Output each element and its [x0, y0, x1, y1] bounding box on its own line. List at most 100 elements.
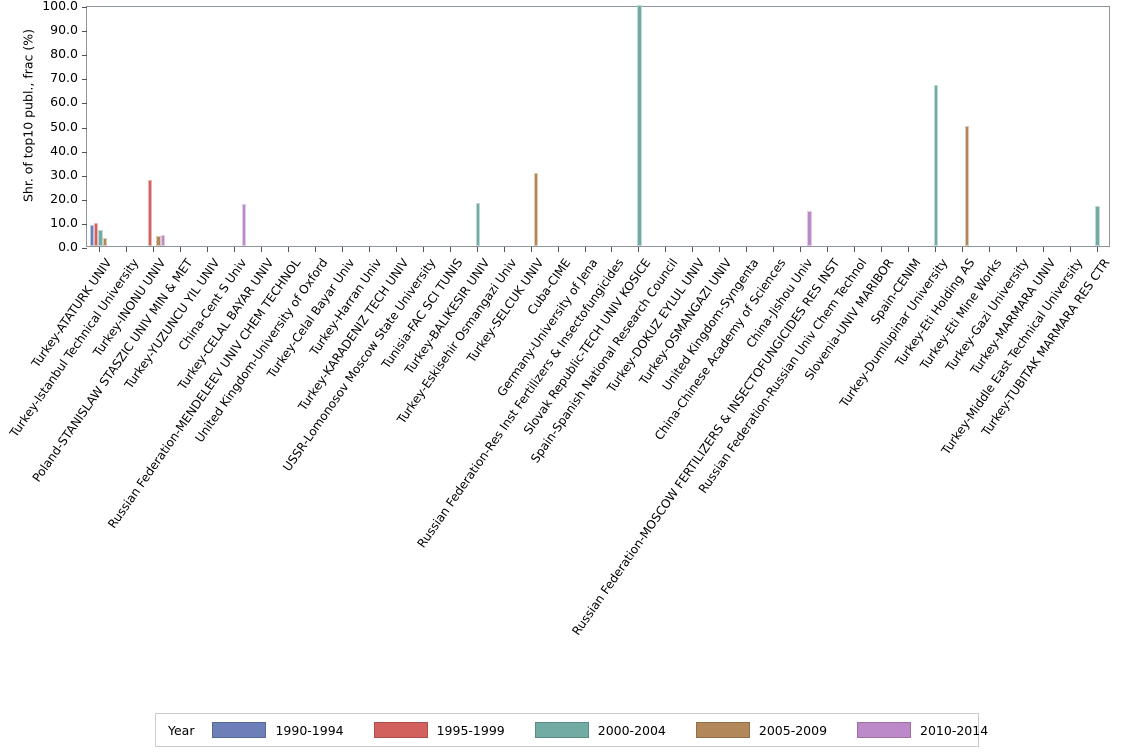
legend-label: 2005-2009 [758, 722, 828, 738]
legend-label: 1990-1994 [275, 722, 344, 738]
legend-item[interactable]: 2010-2014 [857, 722, 988, 738]
bar-series-container [87, 5, 1109, 246]
bar [637, 5, 642, 246]
legend-item[interactable]: 2005-2009 [695, 722, 828, 738]
legend-swatch [373, 722, 428, 738]
x-tick [800, 247, 802, 252]
x-tick-label-text: Turkey-BALIKESIR UNIV [401, 256, 493, 377]
y-tick-label: 100.0 [42, 0, 78, 13]
y-tick-label: 50.0 [50, 118, 78, 134]
bar [933, 84, 938, 246]
x-tick [746, 247, 748, 252]
x-tick-label-text: Slovak Republic-TECH UNIV KOSICE [521, 256, 654, 438]
x-tick-label-text: Slovenia-UNIV MARIBOR [801, 256, 897, 383]
x-tick-label-text: USSR-Lomonosov Moscow State University [279, 256, 439, 474]
x-tick [880, 247, 882, 252]
x-tick [1069, 247, 1071, 252]
x-tick-label-text: Turkey-Istanbul Technical University [7, 256, 142, 440]
y-tick-label: 0.0 [58, 239, 78, 254]
x-axis-ticks [86, 247, 1110, 255]
bar [156, 236, 161, 246]
x-tick [827, 247, 829, 252]
x-tick [584, 247, 586, 252]
bar [533, 172, 538, 246]
x-tick-label-text: Turkey-SELCUK UNIV [463, 256, 547, 366]
bar [98, 230, 103, 246]
x-tick [557, 247, 559, 252]
y-tick-line [82, 151, 87, 153]
x-tick [611, 247, 613, 252]
bar [475, 202, 480, 246]
x-tick [261, 247, 263, 252]
x-tick [342, 247, 343, 252]
legend-label: 2010-2014 [920, 722, 989, 738]
y-tick-line [82, 103, 87, 105]
y-tick-line [82, 31, 87, 33]
x-tick [907, 247, 909, 252]
x-tick-label-text: Poland-STANISLAW STASZIC UNIV MIN & MET [29, 256, 196, 485]
x-tick-label-text: Russian Federation-MOSCOW FERTILIZERS & … [569, 256, 843, 638]
y-tick-line [82, 55, 87, 57]
y-tick-line [82, 199, 87, 201]
x-tick [1096, 247, 1098, 252]
y-tick-line [82, 248, 87, 249]
x-tick [638, 247, 640, 252]
x-tick [180, 247, 182, 252]
y-tick-label: 80.0 [50, 46, 78, 62]
x-tick-label-text: Turkey-Dumlupinar University [836, 256, 951, 410]
x-tick [854, 247, 855, 252]
x-tick-label-text: Turkey-Celal Bayar Univ [264, 256, 358, 381]
x-tick [503, 247, 505, 252]
x-tick-label-text: Turkey-ATATURK UNIV [29, 256, 115, 371]
x-tick [395, 247, 397, 252]
x-tick [692, 247, 694, 252]
x-tick-label-text: Tunisia-FAC SCI TUNIS [378, 256, 466, 372]
x-tick-label-text: Turkey-CELAL BAYAR UNIV [175, 256, 277, 393]
legend-label: 2000-2004 [597, 722, 666, 738]
legend-label: 1995-1999 [436, 722, 505, 738]
x-tick-label-text: Turkey-YUZUNCU YIL UNIV [122, 256, 223, 392]
legend-item[interactable]: 2000-2004 [534, 722, 666, 738]
x-tick [234, 247, 236, 252]
legend-item[interactable]: 1990-1994 [212, 722, 344, 738]
x-tick [1015, 247, 1017, 252]
x-tick-label-text: United Kingdom-University of Oxford [192, 256, 331, 445]
x-tick [719, 247, 721, 252]
bar [964, 125, 970, 246]
bar [807, 210, 812, 246]
legend-title: Year [168, 722, 195, 738]
x-tick-label-text: Russian Federation-MENDELEEV UNIV CHEM T… [105, 256, 304, 531]
bar [94, 222, 99, 246]
y-tick-label: 60.0 [50, 94, 78, 110]
x-tick-label-text: Turkey-Eskisehir Osmangazi Univ [393, 256, 520, 427]
bar [148, 180, 153, 246]
y-tick-line [82, 223, 87, 225]
y-tick-line [82, 7, 87, 8]
legend-item[interactable]: 1995-1999 [373, 722, 505, 738]
x-tick-label-text: Turkey-Gazi University [942, 256, 1032, 375]
x-tick [315, 247, 317, 252]
x-tick-label-text: Turkey-DOKUZ EYLUL UNIV [604, 256, 708, 395]
x-tick-label-text: Spain-CENIM [867, 256, 924, 327]
y-tick-label: 20.0 [50, 190, 78, 206]
bar [160, 235, 165, 246]
x-tick [961, 247, 963, 252]
legend-swatch [857, 722, 912, 738]
x-tick-label-text: China-Cent S Univ [175, 256, 250, 354]
plot-area: 0.0 10.0 20.0 30.0 40.0 50.0 60.0 70.0 80.0 90.0 1… [42, 0, 1110, 254]
y-tick-label: 40.0 [50, 142, 78, 158]
x-tick-label-text: United Kingdom-Syngenta [659, 256, 762, 394]
x-tick-label-text: Turkey-Harran Univ [307, 256, 385, 359]
x-tick-label-text: China-Jishou Univ [743, 256, 816, 351]
x-tick [288, 247, 290, 252]
x-tick [988, 247, 990, 252]
y-tick-line [82, 127, 87, 129]
legend: Year 1990-1994 1995-1999 2000-2004 2005-200… [155, 713, 988, 747]
x-tick [126, 247, 128, 252]
y-tick-label: 10.0 [50, 214, 78, 230]
y-tick-label: 30.0 [50, 166, 78, 182]
x-tick-label-text: Turkey-KARADENIZ TECH UNIV [295, 256, 412, 414]
x-tick-label-text: Spain-Spanish National Research Council [528, 256, 681, 466]
y-tick-label: 90.0 [50, 22, 78, 38]
